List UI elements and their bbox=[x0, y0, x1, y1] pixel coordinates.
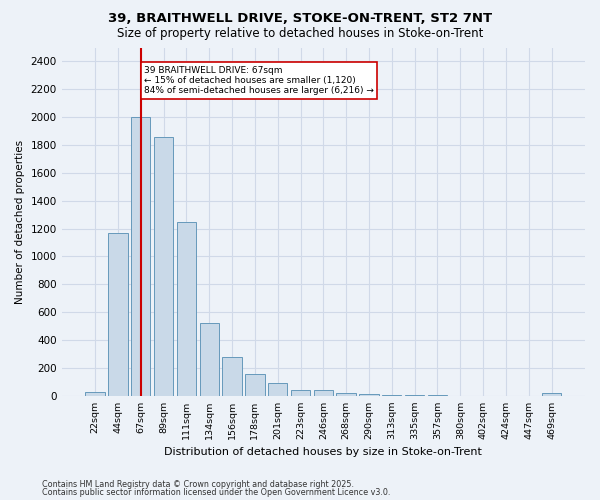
Bar bbox=[108, 233, 128, 396]
Text: Contains public sector information licensed under the Open Government Licence v3: Contains public sector information licen… bbox=[42, 488, 391, 497]
Bar bbox=[382, 395, 401, 396]
Bar bbox=[268, 382, 287, 396]
Text: 39 BRAITHWELL DRIVE: 67sqm
← 15% of detached houses are smaller (1,120)
84% of s: 39 BRAITHWELL DRIVE: 67sqm ← 15% of deta… bbox=[144, 66, 374, 96]
Bar bbox=[177, 222, 196, 396]
Bar bbox=[200, 324, 219, 396]
Bar bbox=[245, 374, 265, 396]
Bar bbox=[85, 392, 105, 396]
Text: Contains HM Land Registry data © Crown copyright and database right 2025.: Contains HM Land Registry data © Crown c… bbox=[42, 480, 354, 489]
Bar bbox=[131, 117, 151, 396]
Y-axis label: Number of detached properties: Number of detached properties bbox=[15, 140, 25, 304]
Text: 39, BRAITHWELL DRIVE, STOKE-ON-TRENT, ST2 7NT: 39, BRAITHWELL DRIVE, STOKE-ON-TRENT, ST… bbox=[108, 12, 492, 26]
Text: Size of property relative to detached houses in Stoke-on-Trent: Size of property relative to detached ho… bbox=[117, 28, 483, 40]
Bar bbox=[542, 394, 561, 396]
Bar bbox=[359, 394, 379, 396]
Bar bbox=[337, 394, 356, 396]
Bar bbox=[314, 390, 333, 396]
Bar bbox=[291, 390, 310, 396]
Bar bbox=[223, 358, 242, 396]
Bar bbox=[154, 136, 173, 396]
X-axis label: Distribution of detached houses by size in Stoke-on-Trent: Distribution of detached houses by size … bbox=[164, 448, 482, 458]
